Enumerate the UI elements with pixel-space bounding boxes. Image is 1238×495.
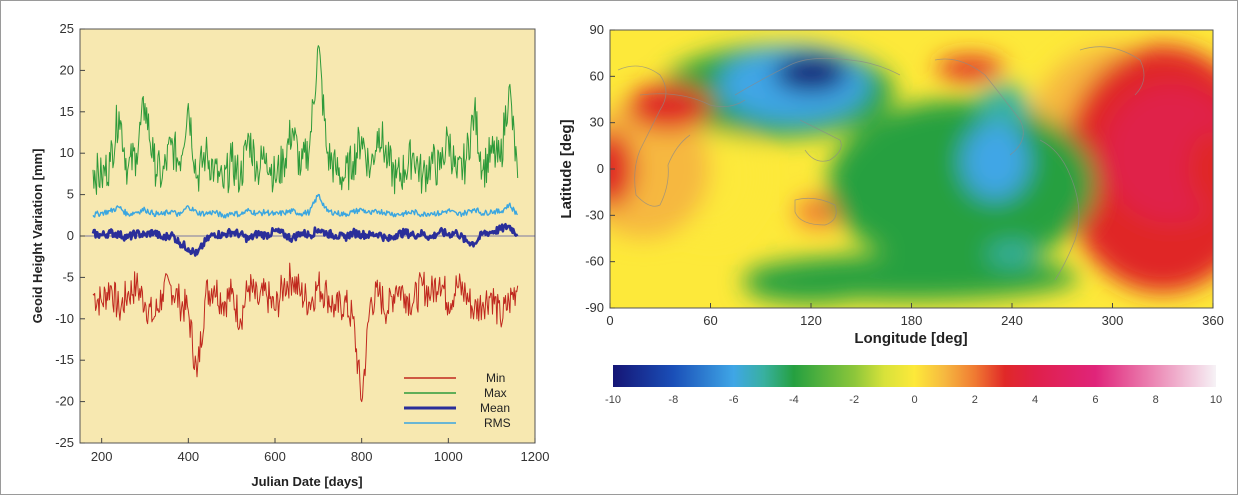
colorbar-tick-label: 2 [972,394,978,406]
y-tick-label: 20 [60,62,74,77]
map-x-tick-label: 60 [703,313,717,328]
legend-label-min: Min [486,371,505,385]
legend-label-mean: Mean [480,401,510,415]
legend-label-max: Max [484,386,507,400]
colorbar-tick-label: -8 [668,394,678,406]
anomaly-blob [744,266,878,304]
series-line-max [92,45,519,195]
map-y-axis-label: Latitude [deg] [558,119,575,218]
map-x-tick-label: 0 [606,313,613,328]
anomaly-blob [626,84,711,131]
colorbar-tick-label: -4 [789,394,799,406]
series-line-mean [91,223,519,257]
anomaly-blob [1104,84,1213,224]
colorbar [613,365,1216,387]
map-y-tick-label: -60 [585,254,604,269]
anomaly-blob [986,241,1038,267]
x-tick-label: 1000 [434,449,463,464]
geoid-time-series-chart: 200 400 600 800 1000 1200 -25 -20 -15 -10 -5 0 5 10 15… [30,21,550,489]
y-tick-label: 0 [67,228,74,243]
map-x-axis-label: Longitude [deg] [854,330,967,347]
anomaly-blob [1187,130,1213,208]
anomaly-blob [961,122,1029,200]
anomaly-blob [774,54,848,92]
legend: Min Max Mean RMS [404,371,511,430]
x-tick-label: 800 [351,449,373,464]
x-tick-label: 400 [177,449,199,464]
y-tick-label: -5 [62,269,74,284]
x-tick-label: 600 [264,449,286,464]
y-tick-label: -20 [55,394,74,409]
y-tick-label: -15 [55,352,74,367]
colorbar-tick-label: 0 [911,394,917,406]
map-x-tick-label: 240 [1001,313,1023,328]
x-tick-label: 200 [91,449,113,464]
y-tick-label: 25 [60,21,74,36]
colorbar-tick-label: -6 [729,394,739,406]
colorbar-tick-label: -10 [605,394,621,406]
colorbar-tick-label: 10 [1210,394,1222,406]
map-y-tick-label: 0 [597,161,604,176]
map-x-tick-label: 360 [1202,313,1224,328]
y-tick-label: 5 [67,187,74,202]
map-x-tick-label: 180 [901,313,923,328]
colorbar-tick-label: 8 [1153,394,1159,406]
colorbar-tick-label: 6 [1092,394,1098,406]
map-y-tick-label: -90 [585,300,604,315]
colorbar-tick-label: -2 [849,394,859,406]
map-y-tick-label: 30 [590,115,604,130]
y-tick-label: 10 [60,145,74,160]
anomaly-blob [936,56,1004,81]
y-tick-label: -10 [55,311,74,326]
anomaly-blob [610,99,711,239]
series-line-rms [92,193,518,219]
map-x-tick-label: 300 [1102,313,1124,328]
y-tick-label: 15 [60,104,74,119]
map-y-tick-label: -30 [585,207,604,222]
anomaly-blob [610,130,636,208]
coastlines [617,46,1145,281]
anomaly-blob [978,84,1029,131]
anomaly-blob [827,99,1096,270]
x-axis-label: Julian Date [days] [251,474,362,489]
colorbar-tick-label: 4 [1032,394,1038,406]
map-x-tick-label: 120 [800,313,822,328]
series-line-min [92,262,519,403]
map-y-tick-label: 90 [590,22,604,37]
x-tick-label: 1200 [521,449,550,464]
y-axis-label: Geoid Height Variation [mm] [30,149,45,324]
map-y-tick-label: 60 [590,68,604,83]
y-tick-label: -25 [55,435,74,450]
legend-label-rms: RMS [484,416,511,430]
